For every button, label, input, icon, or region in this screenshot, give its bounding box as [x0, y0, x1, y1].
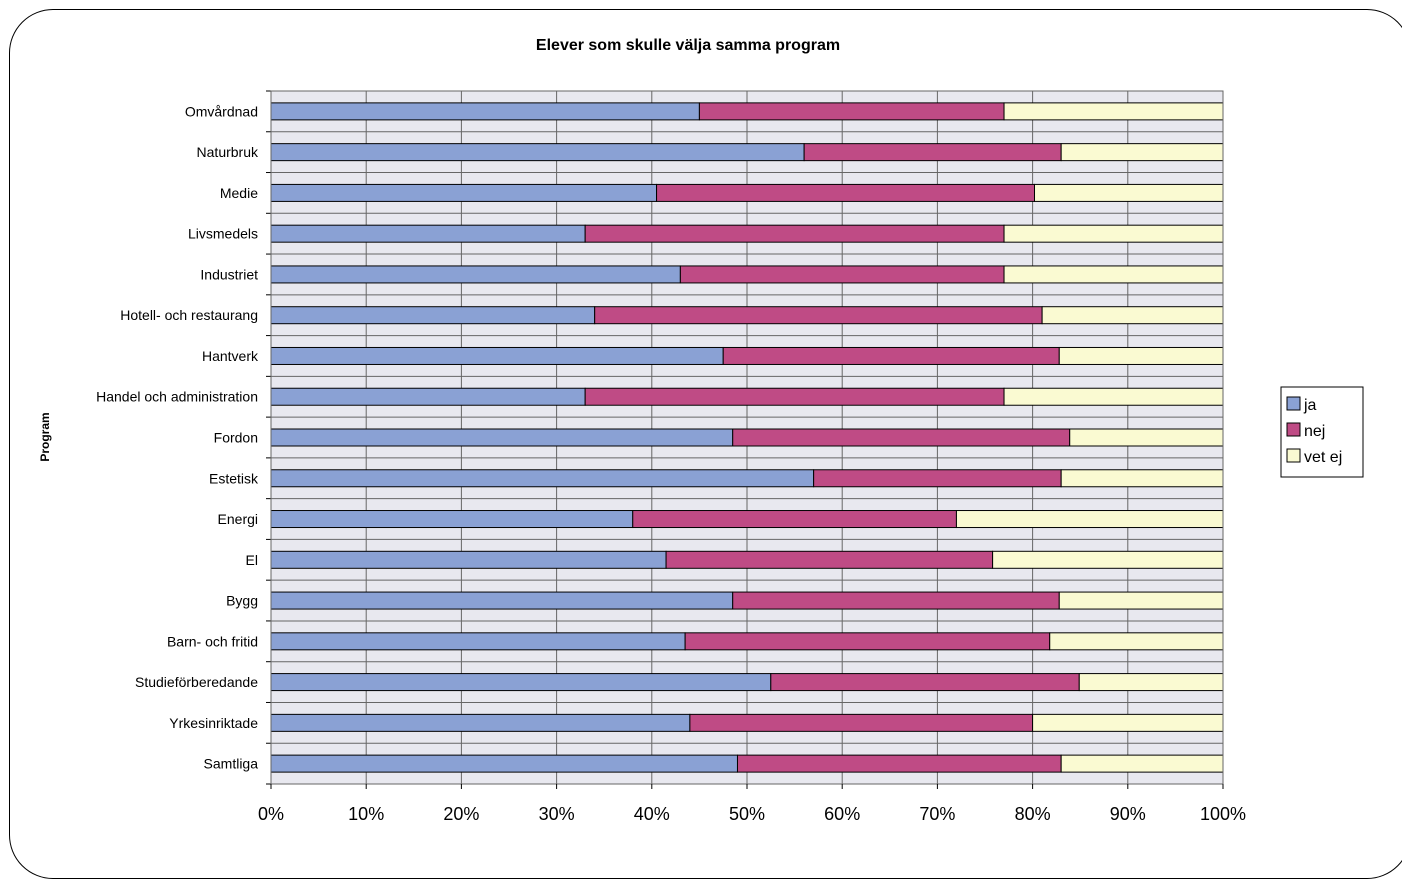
category-label: Hantverk [202, 348, 259, 364]
legend-label-vet-ej: vet ej [1304, 449, 1342, 466]
category-label: Livsmedels [188, 226, 258, 242]
category-label: Estetisk [209, 470, 259, 486]
bar-segment-nej [656, 183, 1036, 202]
bar-segment-vet-ej [1058, 346, 1224, 365]
bar-segment-nej [594, 306, 1043, 325]
bar-segment-vet-ej [1041, 306, 1224, 325]
chart-title: Elever som skulle välja samma program [536, 37, 840, 54]
bar-segment-ja [270, 183, 658, 202]
category-label: Industriet [200, 266, 258, 282]
bar-segment-vet-ej [1003, 224, 1224, 243]
category-label: Hotell- och restaurang [120, 307, 258, 323]
plot-area: Omvårdnad Naturbruk Medie Livsmedels Industr… [96, 90, 1246, 824]
legend: ja nej vet ej [1280, 386, 1364, 478]
x-tick-label: 80% [1015, 804, 1051, 824]
bar-segment-nej [584, 387, 1005, 406]
bar-segment-ja [270, 346, 724, 365]
x-tick-label: 50% [729, 804, 765, 824]
bar-segment-nej [665, 550, 994, 569]
bar-segment-nej [732, 428, 1071, 447]
category-label: Fordon [214, 430, 258, 446]
bar-segment-vet-ej [1003, 387, 1224, 406]
bar-segment-ja [270, 265, 681, 284]
category-label: Omvårdnad [185, 103, 258, 119]
legend-label-nej: nej [1304, 423, 1325, 440]
bar-segment-ja [270, 550, 667, 569]
x-tick-label: 100% [1200, 804, 1246, 824]
category-label: Energi [218, 511, 258, 527]
bar-segment-nej [813, 469, 1062, 488]
bar-segment-vet-ej [1069, 428, 1224, 447]
legend-swatch-vet-ej [1286, 448, 1301, 463]
bar-segment-nej [722, 346, 1060, 365]
legend-swatch-ja [1286, 396, 1301, 411]
bar-segment-nej [770, 673, 1080, 692]
bar-segment-vet-ej [1049, 632, 1224, 651]
bar-segment-vet-ej [1060, 469, 1224, 488]
bar-segment-nej [684, 632, 1051, 651]
bar-segment-nej [689, 713, 1034, 732]
bar-segment-vet-ej [955, 510, 1224, 529]
category-label: Studieförberedande [135, 674, 258, 690]
bar-segment-nej [732, 591, 1060, 610]
x-tick-label: 70% [919, 804, 955, 824]
bar-segment-ja [270, 224, 586, 243]
bar-segment-nej [584, 224, 1005, 243]
bar-segment-vet-ej [1003, 102, 1224, 121]
x-tick-label: 30% [539, 804, 575, 824]
bar-segment-vet-ej [1060, 754, 1224, 773]
bar-segment-ja [270, 713, 691, 732]
y-axis-label: Program [38, 412, 52, 461]
category-label: Bygg [226, 593, 258, 609]
x-tick-label: 0% [258, 804, 284, 824]
bar-segment-vet-ej [992, 550, 1224, 569]
category-label: Barn- och fritid [167, 633, 258, 649]
bar-segment-ja [270, 143, 805, 162]
bar-segment-ja [270, 428, 734, 447]
bar-segment-vet-ej [1003, 265, 1224, 284]
category-label: Samtliga [204, 756, 259, 772]
x-tick-label: 60% [824, 804, 860, 824]
bar-segment-ja [270, 754, 738, 773]
bar-segment-ja [270, 306, 596, 325]
category-label: Yrkesinriktade [169, 715, 258, 731]
bar-segment-vet-ej [1060, 143, 1224, 162]
bar-segment-ja [270, 469, 815, 488]
category-label: Naturbruk [197, 144, 259, 160]
bar-segment-nej [632, 510, 957, 529]
legend-label-ja: ja [1303, 397, 1317, 414]
bar-segment-ja [270, 632, 686, 651]
x-tick-label: 20% [443, 804, 479, 824]
bar-segment-vet-ej [1034, 183, 1224, 202]
bar-segment-vet-ej [1078, 673, 1224, 692]
bar-segment-ja [270, 591, 734, 610]
bar-segment-ja [270, 387, 586, 406]
x-tick-label: 10% [348, 804, 384, 824]
bar-segment-nej [698, 102, 1005, 121]
bar-segment-vet-ej [1032, 713, 1224, 732]
category-label: Handel och administration [96, 389, 258, 405]
legend-swatch-nej [1286, 422, 1301, 437]
x-tick-label: 40% [634, 804, 670, 824]
bar-segment-ja [270, 510, 634, 529]
category-label: Medie [220, 185, 258, 201]
bar-segment-nej [679, 265, 1005, 284]
bar-segment-nej [803, 143, 1062, 162]
x-tick-label: 90% [1110, 804, 1146, 824]
bar-segment-ja [270, 673, 772, 692]
bar-segment-vet-ej [1058, 591, 1224, 610]
bar-segment-nej [736, 754, 1062, 773]
category-label: El [246, 552, 258, 568]
chart: Elever som skulle välja samma program Pr… [38, 37, 1364, 824]
bar-segment-ja [270, 102, 700, 121]
